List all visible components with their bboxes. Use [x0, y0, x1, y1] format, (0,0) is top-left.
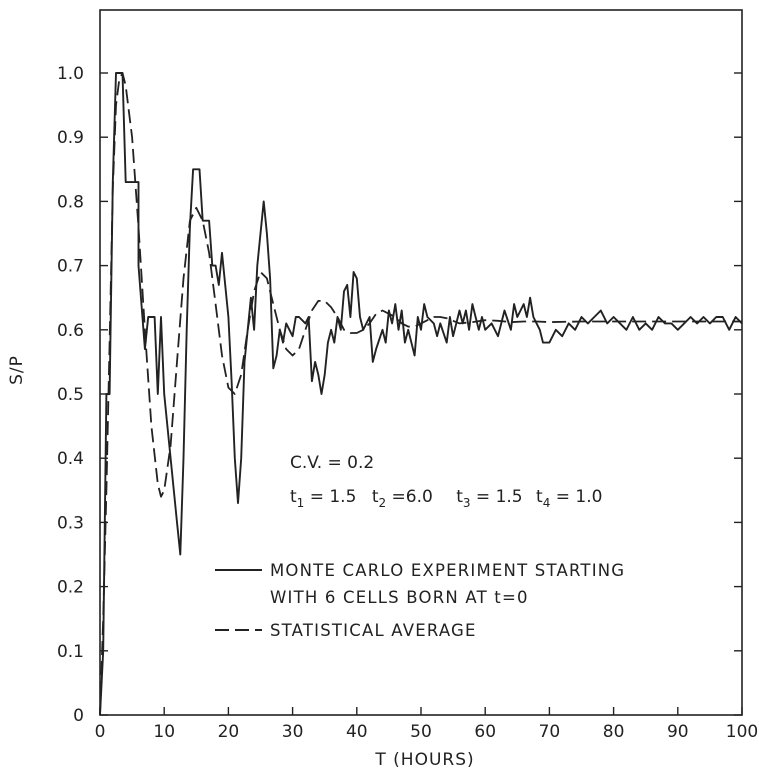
series-layer: [99, 72, 743, 716]
x-tick-label: 10: [153, 722, 175, 742]
x-tick-label: 0: [95, 722, 106, 742]
y-tick-label: 0.3: [57, 513, 84, 533]
legend-monte-carlo-line2: WITH 6 CELLS BORN AT t=0: [270, 588, 529, 607]
x-tick-label: 50: [410, 722, 432, 742]
t1-label: t: [290, 487, 297, 507]
t3-value: = 1.5: [471, 487, 523, 507]
x-tick-label: 80: [603, 722, 625, 742]
t3-label: t: [456, 487, 463, 507]
x-axis-title: T (HOURS): [374, 750, 474, 770]
y-tick-label: 0.4: [57, 449, 84, 469]
t2-label: t: [372, 487, 379, 507]
x-tick-label: 20: [218, 722, 240, 742]
x-tick-label: 40: [346, 722, 368, 742]
x-tick-label: 30: [282, 722, 304, 742]
y-tick-label: 0: [73, 706, 84, 726]
y-tick-label: 0.8: [57, 192, 84, 212]
t1-sub: 1: [297, 496, 305, 510]
x-tick-label: 70: [539, 722, 561, 742]
t4-value: = 1.0: [550, 487, 602, 507]
y-axis-ticks: 0 0.1 0.2 0.3 0.4 0.5 0.6 0.7 0.8 0.9 1.0: [57, 64, 742, 726]
series-monte-carlo-line: [99, 72, 743, 716]
y-tick-label: 1.0: [57, 64, 84, 84]
y-axis-title: S/P: [7, 355, 27, 385]
y-tick-label: 0.9: [57, 128, 84, 148]
y-tick-label: 0.7: [57, 257, 84, 277]
x-tick-label: 100: [726, 722, 758, 742]
t2-sub: 2: [378, 496, 386, 510]
x-axis-ticks: 0 10 20 30 40 50 60 70 80 90 100: [95, 707, 758, 742]
y-tick-label: 0.1: [57, 642, 84, 662]
params-annotation: t1 = 1.5 t2 =6.0 t3 = 1.5 t4 = 1.0: [290, 487, 602, 510]
y-tick-label: 0.5: [57, 385, 84, 405]
y-tick-label: 0.6: [57, 321, 84, 341]
t4-label: t: [536, 487, 543, 507]
t3-sub: 3: [463, 496, 471, 510]
t1-value: = 1.5: [304, 487, 356, 507]
t2-value: =6.0: [386, 487, 433, 507]
legend: MONTE CARLO EXPERIMENT STARTING WITH 6 C…: [215, 561, 625, 640]
t4-sub: 4: [543, 496, 551, 510]
y-tick-label: 0.2: [57, 578, 84, 598]
x-tick-label: 60: [474, 722, 496, 742]
x-tick-label: 90: [667, 722, 689, 742]
legend-statistical-average: STATISTICAL AVERAGE: [270, 621, 477, 640]
legend-monte-carlo-line1: MONTE CARLO EXPERIMENT STARTING: [270, 561, 625, 580]
plot-frame: [99, 9, 743, 716]
cv-annotation: C.V. = 0.2: [290, 453, 374, 473]
